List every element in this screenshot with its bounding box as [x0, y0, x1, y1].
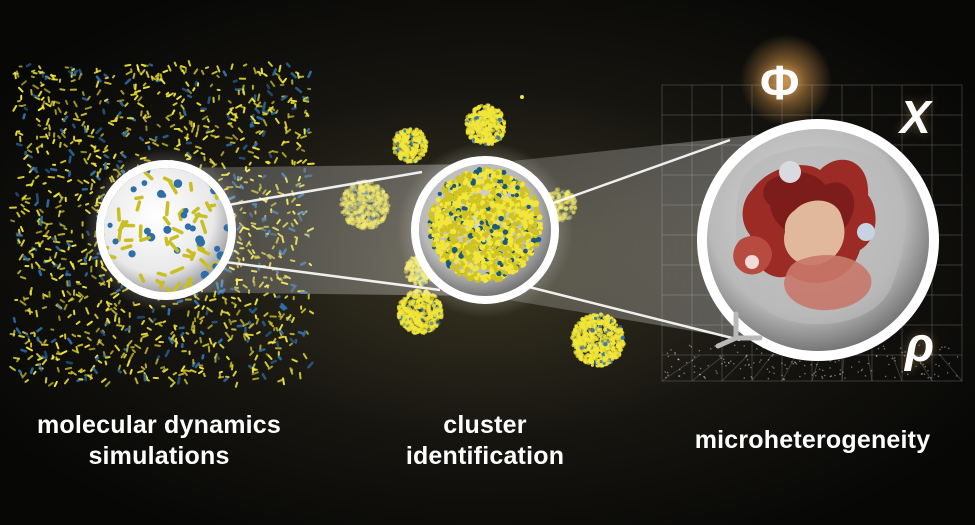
beam-edge-bottom-2	[524, 284, 741, 342]
magnifier-md	[84, 148, 248, 312]
beam-edge-top-2	[547, 138, 731, 207]
phi-symbol: Φ	[760, 57, 800, 110]
chi-symbol: X	[900, 91, 931, 143]
beam-edge-bottom-1	[224, 260, 441, 292]
rho-symbol: ρ	[905, 319, 935, 372]
caption-microheterogeneity: microheterogeneity	[694, 426, 931, 454]
phi-glow	[740, 34, 832, 126]
magnifier-cluster	[397, 142, 573, 318]
caption-molecular-dynamics: molecular dynamics simulations	[37, 411, 281, 470]
beam-edge-top-1	[227, 170, 423, 207]
magnifier-microheterogeneity	[697, 119, 939, 361]
axes-gizmo	[715, 311, 763, 349]
caption-cluster-identification: cluster identification	[405, 411, 565, 470]
